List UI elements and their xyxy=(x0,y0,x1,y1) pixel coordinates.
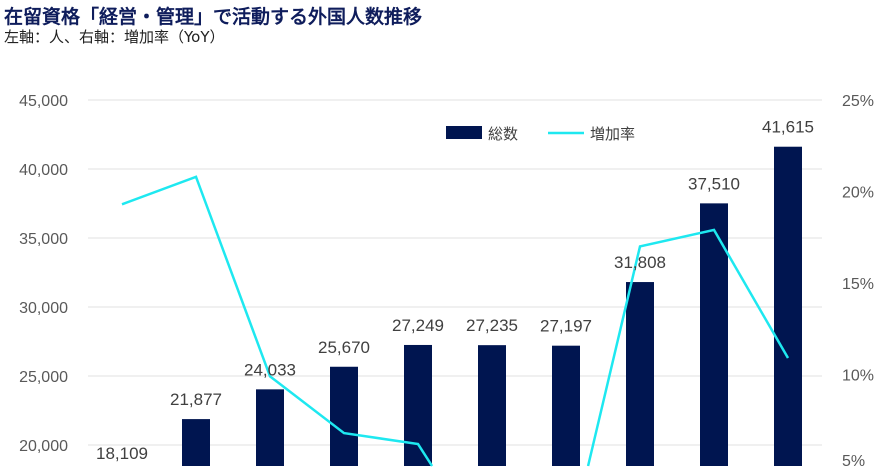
bar-data-label: 27,197 xyxy=(540,317,592,336)
bar-total xyxy=(774,146,802,466)
bar-total xyxy=(404,344,432,466)
right-axis-tick: 20% xyxy=(842,185,874,202)
right-axis-tick: 25% xyxy=(842,93,874,110)
bar-data-label: 31,808 xyxy=(614,253,666,272)
bar-total xyxy=(478,345,506,466)
bar-data-label: 25,670 xyxy=(318,338,370,357)
bar-data-label: 41,615 xyxy=(762,118,814,137)
bar-data-label: 21,877 xyxy=(170,390,222,409)
right-axis-tick: 5% xyxy=(842,453,865,467)
legend-label-total: 総数 xyxy=(488,125,518,143)
bar-total xyxy=(256,389,284,466)
bar-data-label: 24,033 xyxy=(244,360,296,379)
bar-data-label: 27,235 xyxy=(466,316,518,335)
bar-total xyxy=(700,203,728,466)
bar-data-label: 18,109 xyxy=(96,444,148,463)
line-growth-rate xyxy=(121,175,434,467)
line-growth-rate xyxy=(586,228,790,467)
bar-total xyxy=(330,366,358,466)
bar-total xyxy=(182,419,210,466)
left-axis-tick: 35,000 xyxy=(19,231,68,248)
left-axis-tick: 40,000 xyxy=(19,162,68,179)
left-axis-tick: 20,000 xyxy=(19,438,68,455)
bar-total xyxy=(552,345,580,466)
bar-data-label: 27,249 xyxy=(392,316,444,335)
right-axis-tick: 15% xyxy=(842,276,874,293)
chart-subtitle: 左軸：人、右軸：増加率（YoY） xyxy=(4,28,225,46)
left-axis-tick: 30,000 xyxy=(19,300,68,317)
legend-label-growth: 増加率 xyxy=(590,125,635,143)
legend-swatch-total xyxy=(446,126,482,139)
left-axis-tick: 45,000 xyxy=(19,93,68,110)
left-axis-tick: 25,000 xyxy=(19,369,68,386)
bar-total xyxy=(626,282,654,466)
chart-title: 在留資格「経営・管理」で活動する外国人数推移 xyxy=(4,6,423,28)
bar-data-label: 37,510 xyxy=(688,174,740,193)
right-axis-tick: 10% xyxy=(842,368,874,385)
